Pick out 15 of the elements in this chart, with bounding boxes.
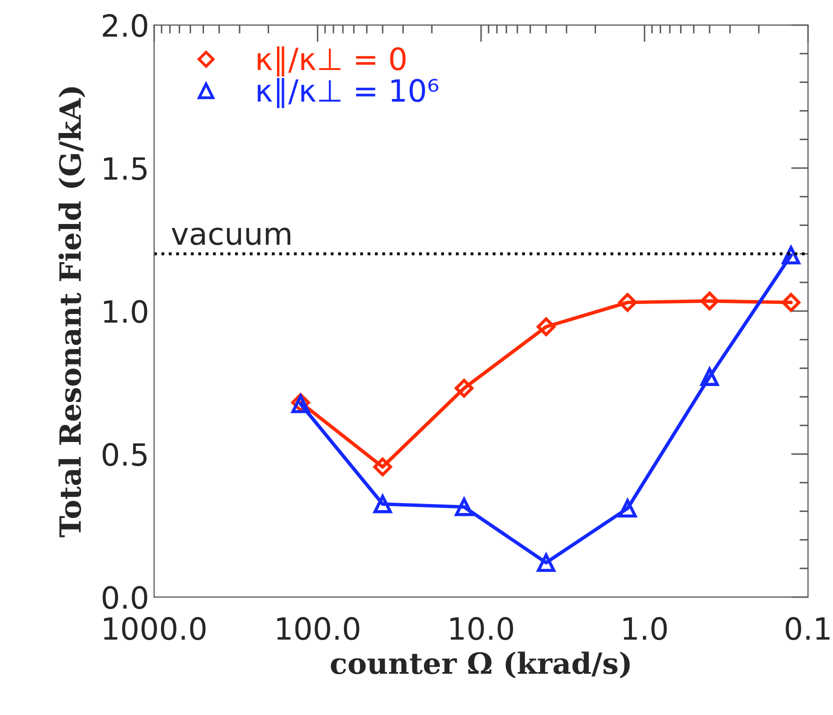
y-tick-label: 1.5 [104,157,147,180]
x-axis-title: counter Ω (krad/s) [330,652,630,678]
x-tick-label: 1000.0 [104,617,206,640]
ref-line-label: vacuum [172,228,290,246]
y-tick-label: 2.0 [102,14,148,38]
legend-label: κ∥/κ⊥ = 10⁶ [258,78,438,108]
x-tick-label: 0.1 [786,617,830,640]
x-tick-label: 1.0 [624,617,667,640]
y-tick-label: 0.5 [102,442,147,466]
x-tick-label: 100.0 [277,617,360,640]
y-axis-title: Total Resonant Field (G/kA) [58,87,86,538]
x-tick-label: 10.0 [450,617,514,640]
legend-label: κ∥/κ⊥ = 0 [258,46,406,77]
y-tick-label: 0.0 [102,586,148,610]
y-tick-label: 1.0 [104,300,148,324]
